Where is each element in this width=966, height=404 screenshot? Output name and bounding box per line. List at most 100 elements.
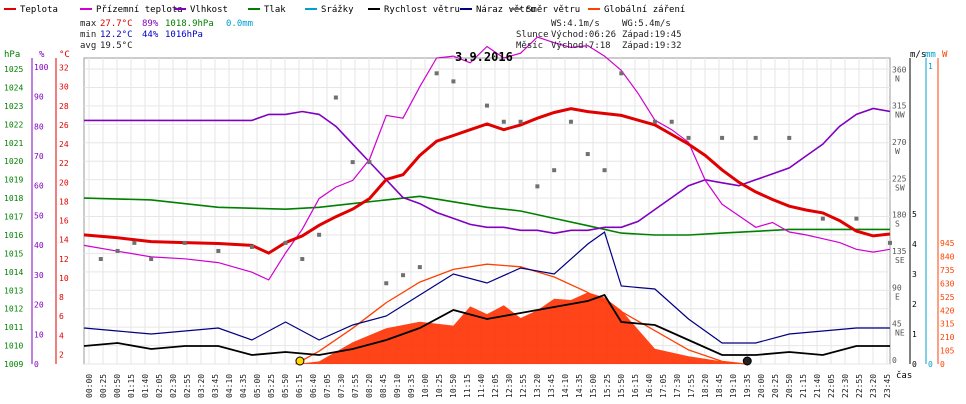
pressure-line [83,195,890,236]
max-hum: 89% [142,19,159,29]
temp-tick-label: 32 [59,64,69,73]
wind-direction-point [568,119,573,124]
hpa-unit: hPa [4,50,20,60]
time-tick-label: 20:50 [785,374,794,398]
temperature-line [83,107,891,255]
svg-text:Rychlost větru: Rychlost větru [384,5,460,15]
sunset-marker [742,356,752,366]
radiation-series [295,263,746,365]
svg-text:Tlak: Tlak [264,5,286,15]
max-press: 1018.9hPa [165,19,214,29]
wind-direction-point [317,232,322,237]
w-tick-label: 0 [940,360,945,369]
humidity-line [84,107,891,235]
sun-label: Slunce [516,30,549,40]
wind-direction-point [249,244,254,249]
temp-tick-label: 26 [59,121,69,130]
time-tick-label: 13:45 [547,374,556,398]
time-tick-label: 06:15 [295,374,304,398]
wind-direction-point [417,265,422,270]
series-lines [83,36,892,366]
direction-deg-label: 225 [892,174,907,183]
time-tick-label: 05:50 [281,374,290,398]
pct-tick-label: 100 [34,63,49,72]
radiation-area [295,292,746,364]
time-tick-label: 23:20 [869,374,878,398]
sunrise-marker [295,356,305,366]
hpa-tick-label: 1020 [4,157,23,166]
temp-tick-label: 6 [59,312,64,321]
time-tick-label: 07:05 [323,374,332,398]
moon-set: Západ:19:32 [622,41,682,51]
time-tick-label: 12:05 [491,374,500,398]
w-tick-label: 210 [940,333,955,342]
wind-direction-point [602,168,607,173]
w-unit: W [942,50,948,60]
time-tick-label: 22:05 [827,374,836,398]
wind-direction-point [485,103,489,108]
sun-set: Západ:19:45 [622,30,682,40]
time-tick-label: 02:55 [183,374,192,398]
time-tick-label: 19:10 [729,374,738,398]
time-tick-label: 15:25 [603,374,612,398]
w-tick-label: 945 [940,239,955,248]
time-tick-label: 00:50 [113,374,122,398]
min-press: 1016hPa [165,30,203,40]
time-tick-label: 08:20 [365,374,374,398]
wind-direction-point [535,184,540,189]
svg-text:Vlhkost: Vlhkost [190,5,228,15]
direction-deg-label: 0 [892,356,897,365]
legend-item-prizemni-teplota: Přízemní teplota [80,5,183,15]
axes: 00:00 00:25 00:50 01:15 01:40 02:05 02:30 02:55… [4,58,955,398]
w-tick-label: 525 [940,293,955,302]
time-tick-label: 02:30 [169,374,178,398]
wind-direction-point [451,79,456,84]
time-tick-label: 18:20 [701,374,710,398]
legend-item-smer-vetru: Směr větru [510,5,580,15]
wind-direction-point [115,248,120,253]
wind-direction-point [686,135,691,140]
ms-tick-label: 0 [912,360,917,369]
pct-tick-label: 80 [34,122,44,131]
hpa-tick-label: 1023 [4,102,23,111]
time-tick-label: 04:35 [239,374,248,398]
svg-text:Přízemní teplota: Přízemní teplota [96,5,183,15]
temp-tick-label: 30 [59,83,69,92]
time-tick-label: 01:40 [141,374,150,398]
min-label: min [80,30,96,40]
direction-deg-label: 180 [892,211,907,220]
direction-cardinal-label: SE [895,256,905,265]
hpa-tick-label: 1009 [4,360,23,369]
time-tick-label: 17:30 [673,374,682,398]
pct-tick-label: 70 [34,152,44,161]
direction-deg-label: 315 [892,102,907,111]
time-tick-label: 16:40 [645,374,654,398]
legend-item-rychlost-vetru: Rychlost větru [368,5,460,15]
hpa-tick-label: 1013 [4,286,23,295]
ms-tick-label: 4 [912,240,917,249]
mm-tick-label: 1 [928,62,933,71]
time-tick-label: 00:00 [85,374,94,398]
time-tick-label: 08:45 [379,374,388,398]
wind-direction-point [283,240,288,245]
wind-direction-point [367,160,372,165]
time-tick-label: 06:40 [309,374,318,398]
w-tick-label: 420 [940,306,955,315]
time-tick-label: 13:20 [533,374,542,398]
wind-direction-point [720,135,725,140]
time-tick-label: 05:00 [253,374,262,398]
wind-speed-line [83,293,890,356]
avg-label: avg [80,41,96,51]
ms-tick-label: 2 [912,300,917,309]
time-tick-label: 10:00 [421,374,430,398]
wind-direction-point [585,152,590,157]
wind-direction-point [182,240,187,245]
time-tick-label: 22:30 [841,374,850,398]
temp-tick-label: 2 [59,350,64,359]
wind-direction-point [98,257,103,262]
wind-direction-point [401,273,406,278]
svg-text:Směr větru: Směr větru [526,5,580,15]
direction-deg-label: 360 [892,65,907,74]
ms-tick-label: 3 [912,270,917,279]
